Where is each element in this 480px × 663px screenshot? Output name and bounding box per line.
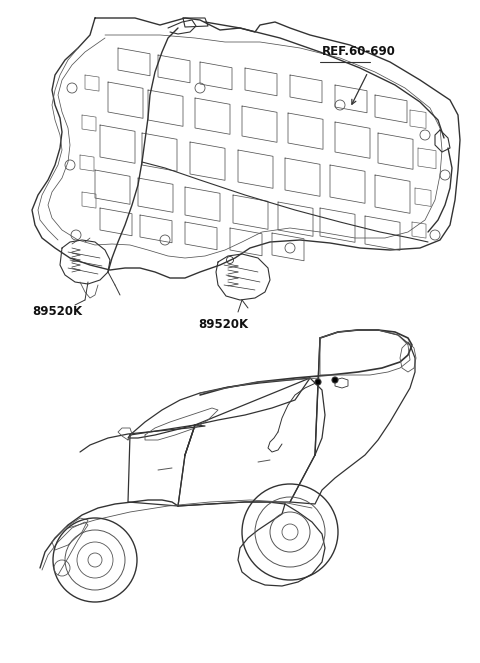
Circle shape — [315, 379, 321, 385]
Circle shape — [332, 377, 338, 383]
Text: 89520K: 89520K — [198, 318, 248, 331]
Text: 89520K: 89520K — [32, 305, 82, 318]
Text: REF.60-690: REF.60-690 — [322, 45, 396, 58]
